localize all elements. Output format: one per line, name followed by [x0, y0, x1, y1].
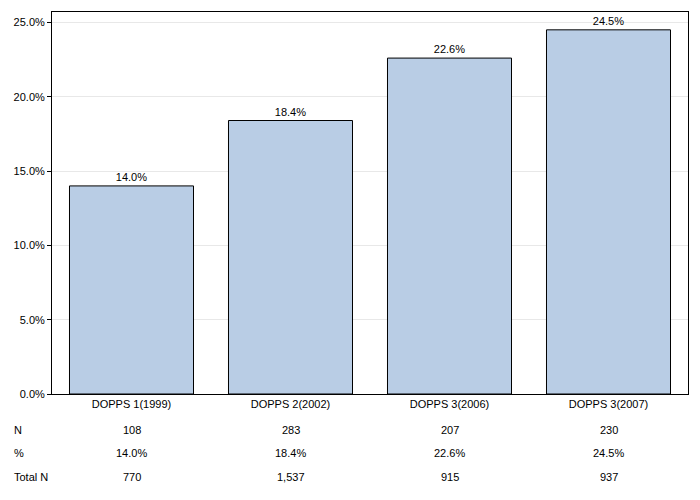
svg-text:283: 283	[282, 424, 300, 436]
svg-text:15.0%: 15.0%	[14, 165, 45, 177]
svg-text:207: 207	[441, 424, 459, 436]
svg-text:0.0%: 0.0%	[20, 388, 45, 400]
svg-text:DOPPS 1(1999): DOPPS 1(1999)	[92, 398, 171, 410]
svg-text:25.0%: 25.0%	[14, 16, 45, 28]
svg-text:10.0%: 10.0%	[14, 239, 45, 251]
svg-text:%: %	[14, 447, 24, 459]
svg-text:108: 108	[123, 424, 141, 436]
svg-text:24.5%: 24.5%	[593, 15, 624, 27]
svg-text:20.0%: 20.0%	[14, 91, 45, 103]
svg-text:937: 937	[600, 471, 618, 483]
svg-text:22.6%: 22.6%	[434, 447, 465, 459]
svg-text:915: 915	[441, 471, 459, 483]
svg-text:770: 770	[123, 471, 141, 483]
svg-text:24.5%: 24.5%	[593, 447, 624, 459]
svg-text:5.0%: 5.0%	[20, 314, 45, 326]
svg-text:230: 230	[600, 424, 618, 436]
svg-text:18.4%: 18.4%	[275, 106, 306, 118]
svg-text:14.0%: 14.0%	[116, 171, 147, 183]
svg-text:DOPPS 3(2007): DOPPS 3(2007)	[569, 398, 648, 410]
svg-text:14.0%: 14.0%	[116, 447, 147, 459]
svg-text:22.6%: 22.6%	[434, 43, 465, 55]
svg-text:18.4%: 18.4%	[275, 447, 306, 459]
svg-text:N: N	[14, 424, 22, 436]
svg-text:DOPPS 3(2006): DOPPS 3(2006)	[410, 398, 489, 410]
svg-text:DOPPS 2(2002): DOPPS 2(2002)	[251, 398, 330, 410]
svg-text:Total N: Total N	[14, 471, 48, 483]
svg-text:1,537: 1,537	[277, 471, 305, 483]
